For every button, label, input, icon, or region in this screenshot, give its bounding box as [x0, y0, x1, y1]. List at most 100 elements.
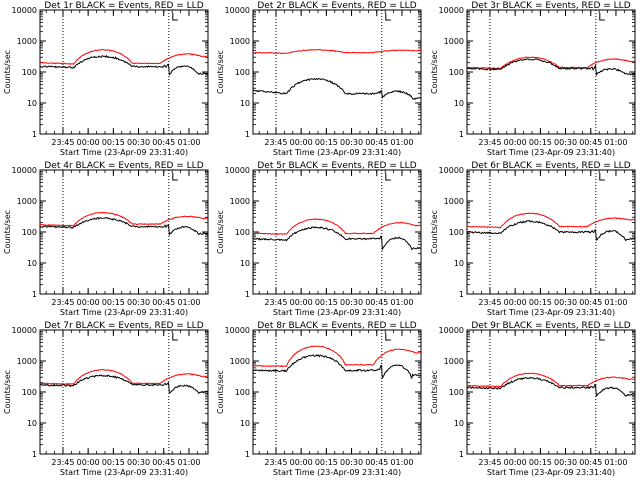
x-tick-label: 00:00 — [504, 138, 527, 147]
x-tick-label: 00:45 — [152, 138, 175, 147]
detector-panel-8: Det 8r BLACK = Events, RED = LLD 1 10 100 10… — [216, 321, 422, 477]
detector-panel-6: Det 6r BLACK = Events, RED = LLD 1 10 100 10… — [430, 161, 636, 317]
x-axis-label: Start Time (23-Apr-09 23:31:40) — [273, 468, 401, 477]
detector-panel-7: Det 7r BLACK = Events, RED = LLD 1 10 100 10… — [3, 321, 209, 477]
x-tick-label: 00:15 — [529, 458, 552, 467]
detector-panel-3: Det 3r BLACK = Events, RED = LLD 1 10 100 10… — [430, 1, 636, 157]
series-line-events — [39, 54, 209, 76]
plot-frame — [252, 329, 422, 455]
x-tick-label: 00:00 — [504, 298, 527, 307]
y-tick-label: 10000 — [225, 6, 250, 15]
x-tick-label: 00:45 — [365, 138, 388, 147]
x-tick-label: 00:45 — [365, 298, 388, 307]
series-line-lld — [39, 48, 209, 65]
y-tick-label: 1000 — [17, 357, 37, 366]
y-axis-label: Counts/sec — [430, 210, 439, 254]
x-tick-label: 01:00 — [604, 298, 627, 307]
x-tick-label: 00:45 — [152, 458, 175, 467]
y-tick-label: 1 — [32, 290, 37, 299]
y-tick-label: 1000 — [230, 357, 250, 366]
panel-title: Det 7r BLACK = Events, RED = LLD — [44, 321, 203, 331]
plot-frame — [466, 9, 636, 135]
plot-frame — [466, 169, 636, 295]
y-axis-label: Counts/sec — [430, 50, 439, 94]
x-tick-label: 23:45 — [478, 458, 501, 467]
y-tick-label: 1 — [32, 130, 37, 139]
corner-marker — [385, 173, 391, 181]
x-tick-label: 23:45 — [478, 298, 501, 307]
x-tick-label: 00:15 — [102, 458, 125, 467]
y-tick-label: 1 — [32, 450, 37, 459]
y-tick-label: 1 — [245, 290, 250, 299]
series-line-lld — [466, 212, 636, 229]
series-line-events — [466, 220, 636, 242]
x-tick-label: 01:00 — [390, 458, 413, 467]
y-tick-label: 10000 — [439, 6, 464, 15]
y-axis-label: Counts/sec — [216, 210, 225, 254]
x-tick-label: 00:15 — [315, 458, 338, 467]
y-tick-label: 100 — [235, 388, 250, 397]
x-tick-label: 00:45 — [579, 138, 602, 147]
x-tick-label: 01:00 — [604, 138, 627, 147]
x-tick-label: 00:30 — [127, 298, 150, 307]
x-tick-label: 00:45 — [579, 298, 602, 307]
y-tick-label: 1 — [245, 130, 250, 139]
y-tick-label: 100 — [235, 68, 250, 77]
x-tick-label: 00:30 — [127, 458, 150, 467]
y-tick-label: 10 — [454, 419, 464, 428]
panel-title: Det 4r BLACK = Events, RED = LLD — [44, 161, 203, 171]
y-tick-label: 10 — [240, 419, 250, 428]
plot-frame — [39, 329, 209, 455]
series-line-lld — [252, 48, 422, 55]
x-tick-label: 00:45 — [152, 298, 175, 307]
y-tick-label: 1 — [459, 130, 464, 139]
x-tick-label: 00:15 — [102, 298, 125, 307]
x-tick-label: 00:15 — [102, 138, 125, 147]
x-tick-label: 00:15 — [315, 298, 338, 307]
x-tick-label: 00:30 — [127, 138, 150, 147]
y-tick-label: 10000 — [12, 326, 37, 335]
corner-marker — [172, 13, 178, 21]
y-tick-label: 10 — [27, 99, 37, 108]
series-line-events — [252, 77, 422, 101]
x-tick-label: 00:30 — [554, 458, 577, 467]
y-axis-label: Counts/sec — [216, 370, 225, 414]
y-tick-label: 10000 — [225, 166, 250, 175]
y-tick-label: 10 — [454, 99, 464, 108]
detector-panel-4: Det 4r BLACK = Events, RED = LLD 1 10 100 10… — [3, 161, 209, 317]
series-line-events — [466, 58, 636, 77]
plot-frame — [466, 329, 636, 455]
x-tick-label: 23:45 — [51, 298, 74, 307]
panel-title: Det 9r BLACK = Events, RED = LLD — [471, 321, 630, 331]
y-tick-label: 10 — [454, 259, 464, 268]
y-tick-label: 10000 — [225, 326, 250, 335]
x-tick-label: 01:00 — [604, 458, 627, 467]
x-tick-label: 00:15 — [315, 138, 338, 147]
x-axis-label: Start Time (23-Apr-09 23:31:40) — [487, 308, 615, 317]
panel-title: Det 3r BLACK = Events, RED = LLD — [471, 1, 630, 11]
y-tick-label: 1000 — [444, 197, 464, 206]
series-line-lld — [252, 218, 422, 235]
y-axis-label: Counts/sec — [3, 50, 12, 94]
series-line-lld — [253, 345, 422, 368]
y-tick-label: 10 — [27, 419, 37, 428]
y-axis-label: Counts/sec — [216, 50, 225, 94]
x-tick-label: 00:00 — [290, 138, 313, 147]
y-tick-label: 100 — [22, 68, 37, 77]
corner-marker — [172, 333, 178, 341]
y-tick-label: 1 — [459, 450, 464, 459]
panel-title: Det 2r BLACK = Events, RED = LLD — [257, 1, 416, 11]
corner-marker — [172, 173, 178, 181]
series-line-events — [252, 226, 422, 252]
x-axis-label: Start Time (23-Apr-09 23:31:40) — [273, 148, 401, 157]
x-axis-label: Start Time (23-Apr-09 23:31:40) — [273, 308, 401, 317]
y-tick-label: 1000 — [444, 357, 464, 366]
corner-marker — [385, 13, 391, 21]
x-axis-label: Start Time (23-Apr-09 23:31:40) — [60, 148, 188, 157]
x-axis-label: Start Time (23-Apr-09 23:31:40) — [60, 468, 188, 477]
plot-frame — [252, 169, 422, 295]
x-tick-label: 00:15 — [529, 298, 552, 307]
y-axis-label: Counts/sec — [3, 210, 12, 254]
y-tick-label: 1000 — [444, 37, 464, 46]
